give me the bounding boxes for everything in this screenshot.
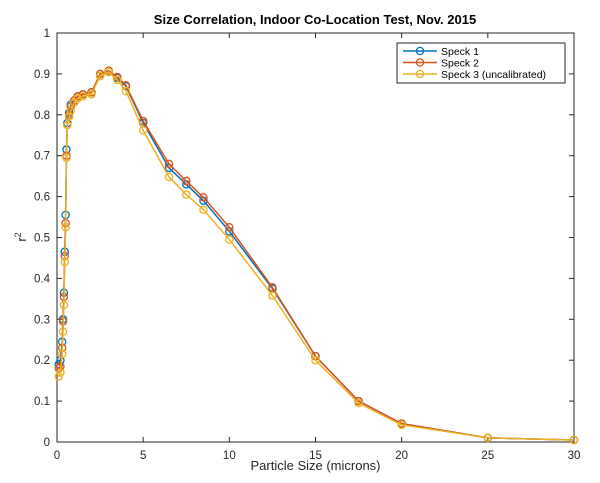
- series-3: [54, 67, 579, 445]
- data-point: [61, 223, 70, 232]
- x-tick-label: 0: [54, 450, 60, 462]
- y-tick-label: 0.6: [34, 192, 50, 204]
- data-point: [268, 283, 277, 292]
- y-tick-label: 0.1: [34, 396, 50, 408]
- data-point: [57, 349, 67, 359]
- data-point: [54, 364, 63, 373]
- data-point: [483, 433, 493, 443]
- data-point: [121, 86, 131, 96]
- legend-marker: [415, 46, 425, 56]
- x-axis-label: Particle Size (microns): [250, 458, 380, 473]
- y-tick-label: 0.8: [34, 110, 50, 122]
- y-tick-label: 0.5: [34, 233, 50, 245]
- data-point: [199, 193, 208, 202]
- plot-area: [56, 32, 575, 443]
- data-point: [54, 372, 63, 381]
- y-tick-label: 0.2: [34, 355, 50, 367]
- data-point: [225, 223, 234, 232]
- legend-label: Speck 1: [441, 46, 479, 58]
- data-point: [78, 92, 88, 101]
- data-point: [397, 420, 406, 430]
- data-point: [164, 172, 174, 182]
- data-point: [138, 126, 148, 135]
- legend-marker: [415, 58, 425, 67]
- data-point: [181, 190, 191, 199]
- y-axis-label: r2: [13, 232, 29, 241]
- data-point: [95, 71, 105, 81]
- y-tick-label: 0: [44, 437, 50, 449]
- y-tick-label: 0.4: [34, 273, 51, 285]
- data-point: [56, 368, 65, 377]
- y-tick-label: 1: [44, 28, 50, 40]
- x-tick-label: 10: [223, 450, 236, 462]
- data-point: [181, 176, 191, 186]
- data-point: [73, 94, 82, 103]
- data-point: [60, 257, 70, 267]
- data-point: [569, 435, 579, 445]
- series-layer: [54, 66, 579, 445]
- data-point: [104, 67, 113, 77]
- chart-title: Size Correlation, Indoor Co-Location Tes…: [154, 12, 476, 27]
- y-axis-label-superscript: 2: [13, 232, 23, 237]
- y-tick-label: 0.9: [34, 69, 50, 81]
- data-point: [58, 327, 68, 336]
- data-point: [225, 235, 234, 244]
- x-tick-label: 30: [568, 450, 581, 462]
- legend-label: Speck 3 (uncalibrated): [441, 69, 546, 81]
- data-point: [113, 75, 122, 85]
- data-point: [62, 153, 71, 162]
- data-point: [66, 106, 76, 115]
- y-tick-label: 0.7: [34, 151, 50, 163]
- y-tick-label: 0.3: [34, 314, 50, 326]
- data-point: [87, 90, 96, 99]
- data-point: [311, 355, 320, 365]
- legend-label: Speck 2: [441, 58, 479, 70]
- x-tick-label: 25: [481, 450, 494, 462]
- x-tick-label: 5: [140, 450, 146, 462]
- y-axis-label-text: r: [14, 237, 29, 242]
- x-tick-label: 15: [309, 450, 322, 462]
- series-line: [58, 71, 575, 441]
- data-point: [199, 205, 208, 214]
- data-point: [63, 120, 72, 130]
- data-point: [59, 300, 69, 310]
- data-point: [64, 112, 74, 122]
- legend-marker: [415, 69, 425, 79]
- data-point: [268, 291, 277, 300]
- data-point: [354, 398, 363, 408]
- data-point: [164, 159, 174, 169]
- x-tick-label: 20: [395, 450, 408, 462]
